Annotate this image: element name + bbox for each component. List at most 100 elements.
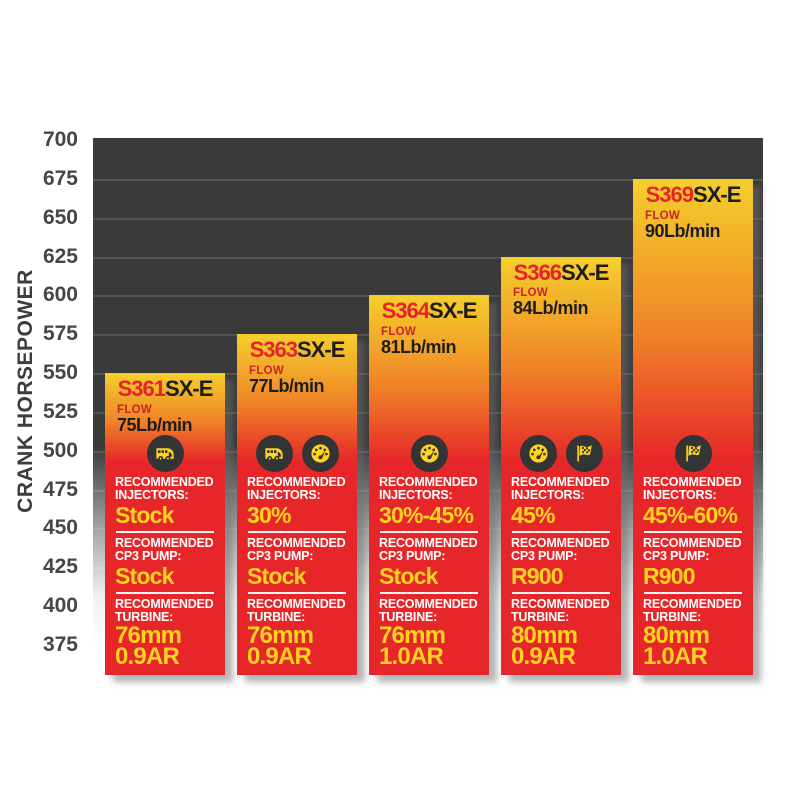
flow-label: FLOW xyxy=(381,326,417,339)
y-tick-550: 550 xyxy=(42,361,78,385)
injectors-value: Stock xyxy=(115,502,174,529)
injectors-value: 45%-60% xyxy=(643,502,738,529)
model-series: SX-E xyxy=(165,376,213,402)
flow-label: FLOW xyxy=(645,209,681,222)
turbine-label: RECOMMENDED TURBINE: xyxy=(379,597,478,625)
icons-row xyxy=(633,435,753,473)
bar-s363: S363SX-E FLOW 77Lb/min RECOMMENDED INJEC… xyxy=(237,334,357,675)
bar-specs: RECOMMENDED INJECTORS: Stock RECOMMENDED… xyxy=(105,435,225,675)
injectors-value: 45% xyxy=(511,502,555,529)
bar-specs: RECOMMENDED INJECTORS: 45%-60% RECOMMEND… xyxy=(633,435,753,675)
divider xyxy=(644,531,742,534)
icons-row xyxy=(237,435,357,473)
divider xyxy=(380,592,478,595)
bar-model-name: S364SX-E xyxy=(369,298,489,324)
cp3-pump-value: R900 xyxy=(511,563,564,590)
bar-s366: S366SX-E FLOW 84Lb/min RECOMMENDED INJEC… xyxy=(501,256,621,675)
turbine-value: 76mm 1.0AR xyxy=(379,622,446,670)
bar-model-name: S361SX-E xyxy=(105,376,225,402)
y-axis-ticks: 700 675 650 625 600 575 550 525 500 475 450 425 400 3… xyxy=(28,0,78,800)
gridline-650 xyxy=(93,217,763,220)
flag-icon xyxy=(674,435,712,473)
model-series: SX-E xyxy=(429,298,477,324)
gridline-625 xyxy=(93,256,763,259)
model-number: S361 xyxy=(117,376,166,402)
gauge-icon xyxy=(301,435,339,473)
flow-value: 77Lb/min xyxy=(249,376,325,397)
divider xyxy=(512,592,610,595)
turbine-value: 76mm 0.9AR xyxy=(115,622,182,670)
divider xyxy=(644,592,742,595)
flow-value: 90Lb/min xyxy=(645,220,721,241)
icons-row xyxy=(105,435,225,473)
model-series: SX-E xyxy=(297,337,345,363)
y-tick-475: 475 xyxy=(42,477,78,501)
bar-s364: S364SX-E FLOW 81Lb/min RECOMMENDED INJEC… xyxy=(369,295,489,675)
gauge-icon xyxy=(519,435,557,473)
bar-specs: RECOMMENDED INJECTORS: 45% RECOMMENDED C… xyxy=(501,435,621,675)
divider xyxy=(248,531,346,534)
y-tick-500: 500 xyxy=(42,438,78,462)
bar-specs: RECOMMENDED INJECTORS: 30% RECOMMENDED C… xyxy=(237,435,357,675)
rv-icon xyxy=(146,435,184,473)
y-tick-625: 625 xyxy=(42,244,78,268)
turbine-label: RECOMMENDED TURBINE: xyxy=(511,597,610,625)
turbine-label: RECOMMENDED TURBINE: xyxy=(643,597,742,625)
cp3-pump-label: RECOMMENDED CP3 PUMP: xyxy=(115,536,214,564)
model-series: SX-E xyxy=(561,259,609,285)
injectors-value: 30%-45% xyxy=(379,502,474,529)
turbine-label: RECOMMENDED TURBINE: xyxy=(247,597,346,625)
cp3-pump-value: Stock xyxy=(247,563,306,590)
turbine-label: RECOMMENDED TURBINE: xyxy=(115,597,214,625)
icons-row xyxy=(501,435,621,473)
y-tick-575: 575 xyxy=(42,322,78,346)
cp3-pump-value: Stock xyxy=(115,563,174,590)
bar-s361: S361SX-E FLOW 75Lb/min RECOMMENDED INJEC… xyxy=(105,373,225,675)
y-tick-600: 600 xyxy=(42,283,78,307)
gauge-icon xyxy=(410,435,448,473)
model-number: S366 xyxy=(513,259,562,285)
y-tick-650: 650 xyxy=(42,205,78,229)
flow-value: 84Lb/min xyxy=(513,298,589,319)
y-tick-700: 700 xyxy=(42,128,78,151)
y-tick-425: 425 xyxy=(42,555,78,579)
cp3-pump-label: RECOMMENDED CP3 PUMP: xyxy=(643,536,742,564)
injectors-label: RECOMMENDED INJECTORS: xyxy=(247,475,346,503)
flow-label: FLOW xyxy=(117,403,153,416)
cp3-pump-value: Stock xyxy=(379,563,438,590)
cp3-pump-label: RECOMMENDED CP3 PUMP: xyxy=(247,536,346,564)
injectors-value: 30% xyxy=(247,502,291,529)
flow-label: FLOW xyxy=(513,287,549,300)
bar-model-name: S369SX-E xyxy=(633,181,753,207)
turbine-value: 80mm 0.9AR xyxy=(511,622,578,670)
cp3-pump-value: R900 xyxy=(643,563,696,590)
cp3-pump-label: RECOMMENDED CP3 PUMP: xyxy=(511,536,610,564)
turbine-value: 76mm 0.9AR xyxy=(247,622,314,670)
gridline-675 xyxy=(93,178,763,181)
divider xyxy=(380,531,478,534)
divider xyxy=(116,592,214,595)
injectors-label: RECOMMENDED INJECTORS: xyxy=(643,475,742,503)
divider xyxy=(248,592,346,595)
injectors-label: RECOMMENDED INJECTORS: xyxy=(115,475,214,503)
rv-icon xyxy=(255,435,293,473)
model-number: S363 xyxy=(249,337,298,363)
bar-s369: S369SX-E FLOW 90Lb/min RECOMMENDED INJEC… xyxy=(633,178,753,675)
cp3-pump-label: RECOMMENDED CP3 PUMP: xyxy=(379,536,478,564)
turbine-value: 80mm 1.0AR xyxy=(643,622,710,670)
flow-value: 81Lb/min xyxy=(381,337,457,358)
y-tick-375: 375 xyxy=(42,633,78,656)
y-tick-450: 450 xyxy=(42,516,78,540)
model-number: S369 xyxy=(645,181,694,207)
flag-icon xyxy=(565,435,603,473)
model-number: S364 xyxy=(381,298,430,324)
bar-model-name: S366SX-E xyxy=(501,259,621,285)
icons-row xyxy=(369,435,489,473)
injectors-label: RECOMMENDED INJECTORS: xyxy=(379,475,478,503)
model-series: SX-E xyxy=(693,181,741,207)
y-tick-675: 675 xyxy=(42,166,78,190)
bar-model-name: S363SX-E xyxy=(237,337,357,363)
y-tick-525: 525 xyxy=(42,399,78,423)
